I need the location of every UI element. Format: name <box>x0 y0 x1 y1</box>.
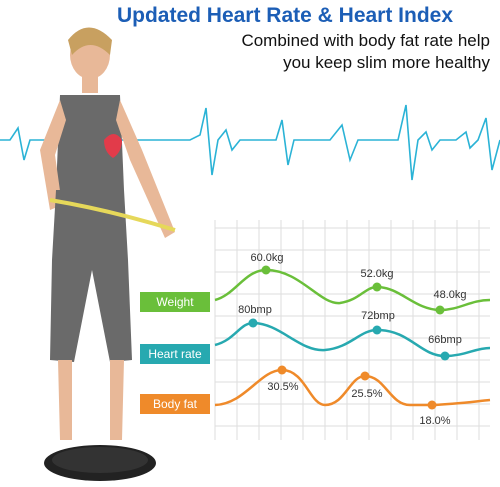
subtitle: Combined with body fat rate help <box>241 31 490 50</box>
reading: 30.5% <box>267 381 298 393</box>
label-box <box>140 344 210 364</box>
metric-label: Weight <box>156 295 194 309</box>
reading: 72bmp <box>361 310 395 322</box>
title: Updated Heart Rate & Heart Index <box>117 4 453 27</box>
point <box>435 305 445 315</box>
reading: 18.0% <box>419 415 450 427</box>
label-box <box>140 292 210 312</box>
reading: 66bmp <box>428 334 462 346</box>
metric-label: Body fat <box>153 397 198 411</box>
point <box>261 265 271 275</box>
point <box>277 365 287 375</box>
metric-label: Heart rate <box>148 347 202 361</box>
reading: 25.5% <box>351 388 382 400</box>
reading: 60.0kg <box>250 252 283 264</box>
woman-figure <box>40 27 176 481</box>
label-box <box>140 394 210 414</box>
reading: 52.0kg <box>360 268 393 280</box>
reading: 80bmp <box>238 304 272 316</box>
point <box>248 318 258 328</box>
subtitle: you keep slim more healthy <box>283 53 490 72</box>
point <box>440 351 450 361</box>
point <box>427 400 437 410</box>
reading: 48.0kg <box>433 289 466 301</box>
point <box>372 282 382 292</box>
point <box>372 325 382 335</box>
point <box>360 371 370 381</box>
